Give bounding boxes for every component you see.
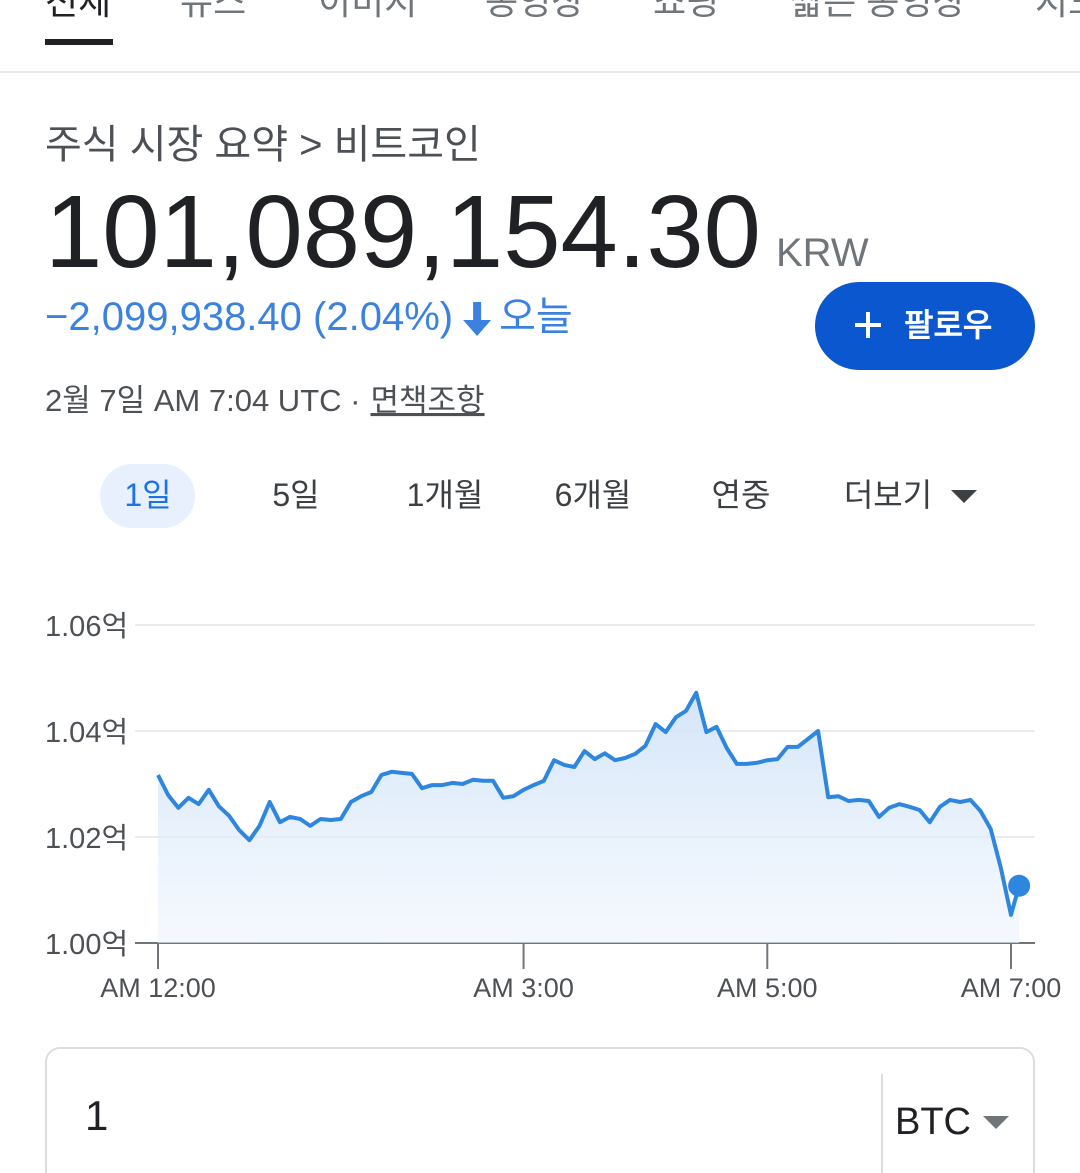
breadcrumb[interactable]: 주식 시장 요약 > 비트코인 [45,123,481,167]
area [158,692,1020,943]
price-change: −2,099,938.40 (2.04%) [45,295,453,339]
range-selector: 1일 5일 1개월 6개월 연중 더보기 [124,477,977,513]
follow-label[interactable]: 팔로우 [904,307,992,343]
tab[interactable]: 동영상 [485,0,584,22]
y-tick-label: 1.04억 [45,717,128,749]
converter-box [45,1047,1035,1173]
x-tick-label: AM 3:00 [473,973,574,1003]
range-option[interactable]: 6개월 [555,477,632,513]
timestamp: 2월 7일 AM 7:04 UTC · [45,383,360,418]
x-tick-label: AM 12:00 [100,973,216,1003]
divider [0,71,1080,73]
tab-bar: 전체 뉴스 이미지 동영상 쇼핑 짧은 동영상 지도 [45,0,1080,22]
converter-divider [881,1074,883,1173]
x-tick-label: AM 5:00 [717,973,818,1003]
chart: 1.00억 1.02억 1.04억 1.06억 AM 12:00 AM 3:00 AM 5:… [45,611,1061,1003]
range-option[interactable]: 1일 [124,477,171,513]
range-option[interactable]: 1개월 [407,477,484,513]
plus-icon [855,312,881,338]
change-period-group: 오늘 [463,295,573,339]
tab[interactable]: 전체 [45,0,111,22]
disclaimer-link[interactable]: 면책조항 [370,383,484,418]
more-arrow [951,490,977,503]
current-point [1008,874,1031,897]
range-selected-bg [100,464,195,528]
down-arrow [463,302,492,336]
currency: KRW [776,231,869,275]
dropdown-arrow [983,1116,1009,1129]
active-tab-indicator [45,39,113,45]
tab[interactable]: 이미지 [318,0,417,22]
y-tick-label: 1.06억 [45,611,128,643]
change-period: 오늘 [499,295,573,339]
tab[interactable]: 짧은 동영상 [790,0,966,22]
converter-unit[interactable]: BTC [895,1101,971,1143]
tab[interactable]: 지도 [1035,0,1080,22]
range-option[interactable]: 더보기 [844,477,932,513]
tab[interactable]: 뉴스 [180,0,246,22]
y-tick-label: 1.02억 [45,823,128,855]
x-tick-label: AM 7:00 [961,973,1062,1003]
tab[interactable]: 쇼핑 [653,0,719,22]
converter-amount[interactable]: 1 [85,1092,108,1139]
range-option[interactable]: 연중 [712,477,771,513]
price-line [156,690,1022,917]
y-tick-label: 1.00억 [45,929,128,961]
follow-button[interactable] [815,282,1035,370]
price: 101,089,154.30 [45,174,761,289]
range-option[interactable]: 5일 [272,477,319,513]
